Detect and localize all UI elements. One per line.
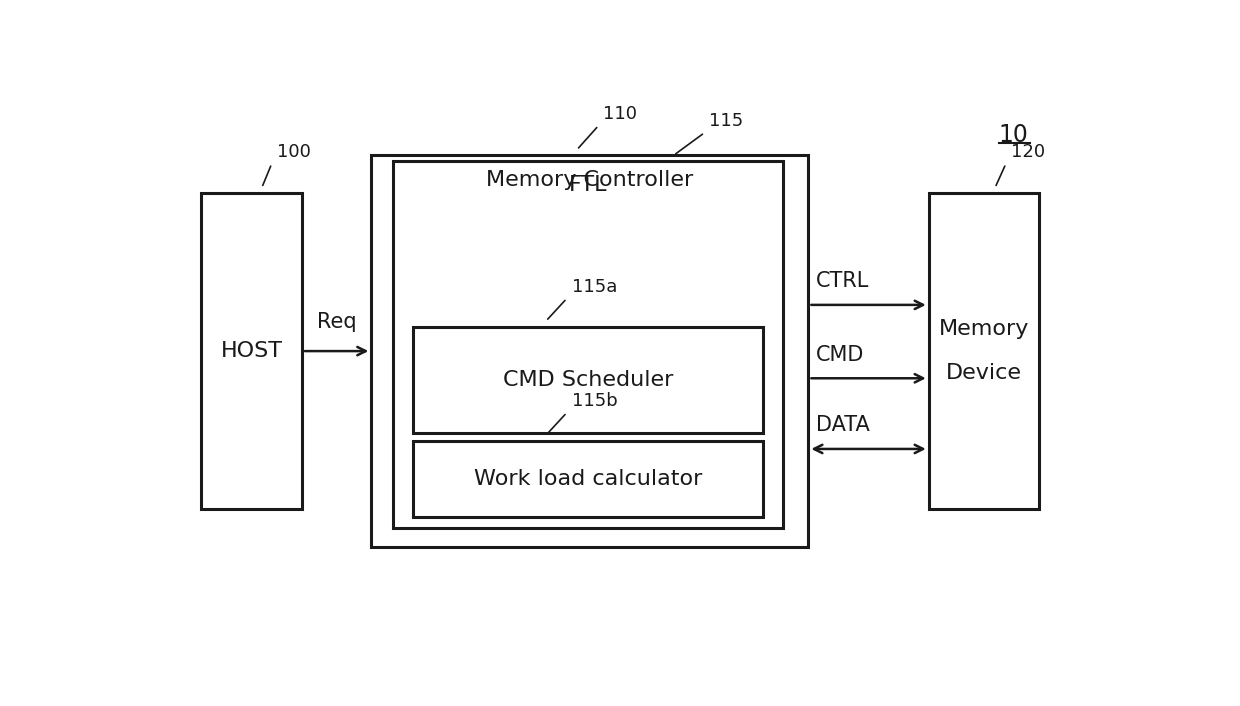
Text: Work load calculator: Work load calculator	[474, 469, 702, 489]
Text: 120: 120	[1011, 143, 1045, 161]
Text: 115a: 115a	[572, 277, 618, 296]
Bar	[201, 193, 303, 509]
Text: 115b: 115b	[572, 392, 618, 409]
Text: CMD: CMD	[816, 345, 864, 365]
Bar	[413, 441, 764, 517]
Bar	[371, 155, 808, 546]
Text: Req: Req	[316, 312, 356, 332]
Text: Memory: Memory	[939, 319, 1029, 340]
Text: CTRL: CTRL	[816, 271, 869, 292]
Text: CMD Scheduler: CMD Scheduler	[502, 370, 673, 390]
Bar	[413, 327, 764, 433]
Bar	[929, 193, 1039, 509]
Text: 115: 115	[709, 112, 744, 130]
Text: 110: 110	[604, 104, 637, 123]
Bar	[393, 161, 782, 528]
Text: Memory Controller: Memory Controller	[486, 170, 693, 190]
Text: Device: Device	[946, 363, 1022, 383]
Text: FTL: FTL	[569, 175, 608, 196]
Text: HOST: HOST	[221, 341, 283, 361]
Text: DATA: DATA	[816, 415, 870, 436]
Text: 10: 10	[998, 123, 1029, 147]
Text: 100: 100	[277, 143, 310, 161]
